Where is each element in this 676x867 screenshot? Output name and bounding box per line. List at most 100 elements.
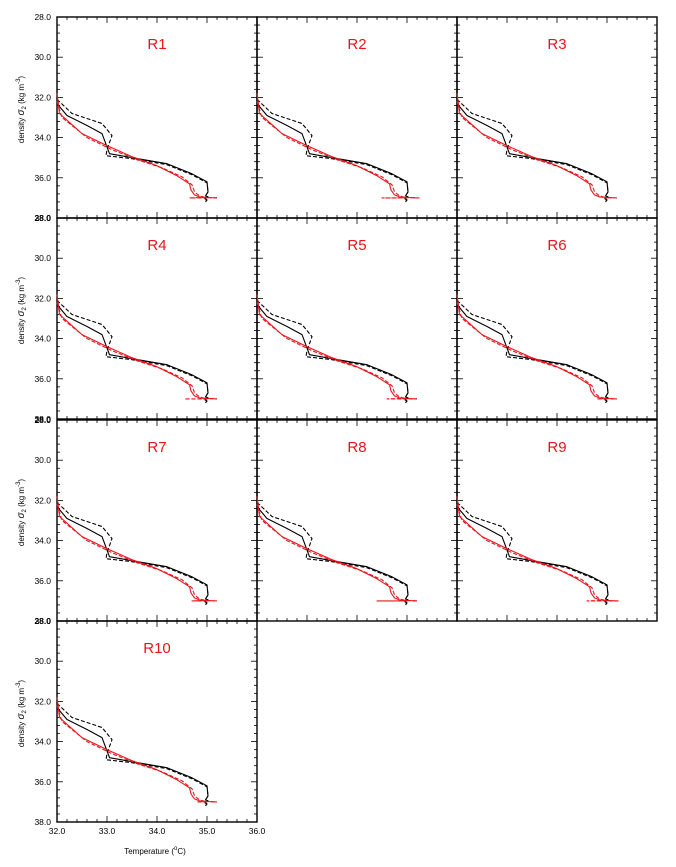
panel-R3: R3 bbox=[456, 16, 658, 219]
x-tick-label: 35.0 bbox=[199, 826, 216, 836]
x-axis-label-degree: o bbox=[174, 846, 178, 852]
y-axis-label-part: ) bbox=[17, 277, 26, 280]
model-dashed-line bbox=[56, 101, 218, 199]
model-dashed-line bbox=[256, 504, 418, 602]
y-axis-label-part: ) bbox=[17, 76, 26, 79]
panel-R1: R1 bbox=[56, 16, 258, 219]
y-axis-label-part: (kg m bbox=[17, 688, 26, 711]
y-axis-label-part: density bbox=[17, 317, 26, 345]
model-dashed-line bbox=[256, 101, 420, 199]
obs-solid-line bbox=[56, 95, 209, 203]
panel-title: R6 bbox=[547, 237, 566, 254]
y-tick-label: 38.0 bbox=[34, 414, 51, 424]
x-axis-label-main: Temperature ( bbox=[124, 847, 174, 856]
y-axis-label-part: density bbox=[17, 116, 26, 144]
model-dashed-line bbox=[56, 705, 215, 803]
y-tick-label: 34.0 bbox=[34, 334, 51, 344]
y-axis-label-part: (kg m bbox=[17, 285, 26, 308]
x-tick-labels: 32.0 33.0 34.0 35.0 36.0 bbox=[49, 826, 266, 836]
y-axis-label-part: -3 bbox=[16, 682, 22, 688]
panels: R1 R2 R3 R4 R5 R6 R7 R8 R9 R10 bbox=[56, 16, 658, 823]
x-tick-label: 34.0 bbox=[149, 826, 166, 836]
y-axis-label-part: σ bbox=[16, 310, 27, 317]
obs-dashed-line bbox=[56, 501, 209, 605]
panel-title: R10 bbox=[143, 640, 171, 657]
obs-solid-line bbox=[456, 95, 609, 203]
x-tick-label: 32.0 bbox=[49, 826, 66, 836]
panel-ticks bbox=[456, 16, 658, 219]
y-tick-label: 28.0 bbox=[34, 616, 51, 626]
model-dashed-line bbox=[456, 504, 620, 602]
obs-dashed-line bbox=[456, 501, 609, 605]
y-tick-label: 30.0 bbox=[34, 656, 51, 666]
obs-solid-line bbox=[256, 296, 409, 404]
panel-R5: R5 bbox=[256, 217, 458, 420]
y-axis-label-part: 2 bbox=[22, 105, 28, 109]
y-tick-label: 28.0 bbox=[34, 415, 51, 425]
y-tick-label: 34.0 bbox=[34, 536, 51, 546]
y-axis-label-part: 2 bbox=[22, 306, 28, 310]
y-axis-label-part: -3 bbox=[16, 78, 22, 84]
y-axis-labels: density σ2 (kg m-3)density σ2 (kg m-3)de… bbox=[16, 76, 28, 748]
panel-R4: R4 bbox=[56, 217, 258, 420]
y-tick-label: 32.0 bbox=[34, 696, 51, 706]
panel-ticks bbox=[456, 217, 658, 420]
model-solid-line bbox=[456, 496, 618, 602]
model-dashed-line bbox=[456, 101, 615, 199]
model-dashed-line bbox=[56, 504, 215, 602]
y-axis-label-part: σ bbox=[16, 512, 27, 519]
obs-solid-line bbox=[256, 95, 409, 203]
panel-title: R5 bbox=[347, 237, 366, 254]
x-axis-label-unit: C) bbox=[177, 847, 186, 856]
y-tick-label: 30.0 bbox=[34, 52, 51, 62]
y-axis-label: density σ2 (kg m-3) bbox=[16, 277, 28, 345]
panel-ticks bbox=[56, 620, 258, 823]
obs-dashed-line bbox=[256, 501, 409, 605]
panel-title: R2 bbox=[347, 36, 366, 53]
model-solid-line bbox=[256, 496, 418, 602]
x-axis-label: Temperature (oC) bbox=[124, 846, 186, 856]
obs-dashed-line bbox=[456, 98, 609, 202]
obs-solid-line bbox=[56, 699, 209, 807]
obs-solid-line bbox=[56, 296, 209, 404]
y-axis-label-part: σ bbox=[16, 713, 27, 720]
y-tick-label: 36.0 bbox=[34, 576, 51, 586]
y-tick-label: 30.0 bbox=[34, 253, 51, 263]
y-axis-label-part: density bbox=[17, 720, 26, 748]
panel-R6: R6 bbox=[456, 217, 658, 420]
x-tick-label: 33.0 bbox=[99, 826, 116, 836]
y-axis-label-part: σ bbox=[16, 109, 27, 116]
model-solid-line bbox=[256, 294, 418, 400]
y-tick-label: 34.0 bbox=[34, 133, 51, 143]
y-axis-label-part: -3 bbox=[16, 279, 22, 285]
panel-title: R4 bbox=[147, 237, 166, 254]
model-dashed-line bbox=[56, 302, 218, 400]
y-axis-label: density σ2 (kg m-3) bbox=[16, 76, 28, 144]
y-tick-label: 34.0 bbox=[34, 737, 51, 747]
y-axis-label-part: 2 bbox=[22, 508, 28, 512]
y-tick-label: 36.0 bbox=[34, 374, 51, 384]
panel-title: R3 bbox=[547, 36, 566, 53]
y-axis-label-part: ) bbox=[17, 680, 26, 683]
y-axis-label: density σ2 (kg m-3) bbox=[16, 479, 28, 547]
y-axis-label-part: (kg m bbox=[17, 487, 26, 510]
model-solid-line bbox=[56, 294, 218, 400]
panel-title: R1 bbox=[147, 36, 166, 53]
panel-R9: R9 bbox=[456, 419, 658, 622]
obs-solid-line bbox=[456, 296, 609, 404]
model-solid-line bbox=[56, 496, 218, 602]
model-dashed-line bbox=[456, 302, 615, 400]
y-axis-label-part: density bbox=[17, 519, 26, 547]
panel-R2: R2 bbox=[256, 16, 458, 219]
obs-dashed-line bbox=[256, 299, 409, 403]
model-solid-line bbox=[256, 93, 418, 199]
y-axis-label-part: ) bbox=[17, 479, 26, 482]
obs-solid-line bbox=[256, 498, 409, 606]
panel-title: R9 bbox=[547, 439, 566, 456]
panel-title: R7 bbox=[147, 439, 166, 456]
x-tick-label: 36.0 bbox=[249, 826, 266, 836]
y-tick-label: 32.0 bbox=[34, 92, 51, 102]
model-dashed-line bbox=[256, 302, 418, 400]
y-tick-label: 38.0 bbox=[34, 817, 51, 827]
